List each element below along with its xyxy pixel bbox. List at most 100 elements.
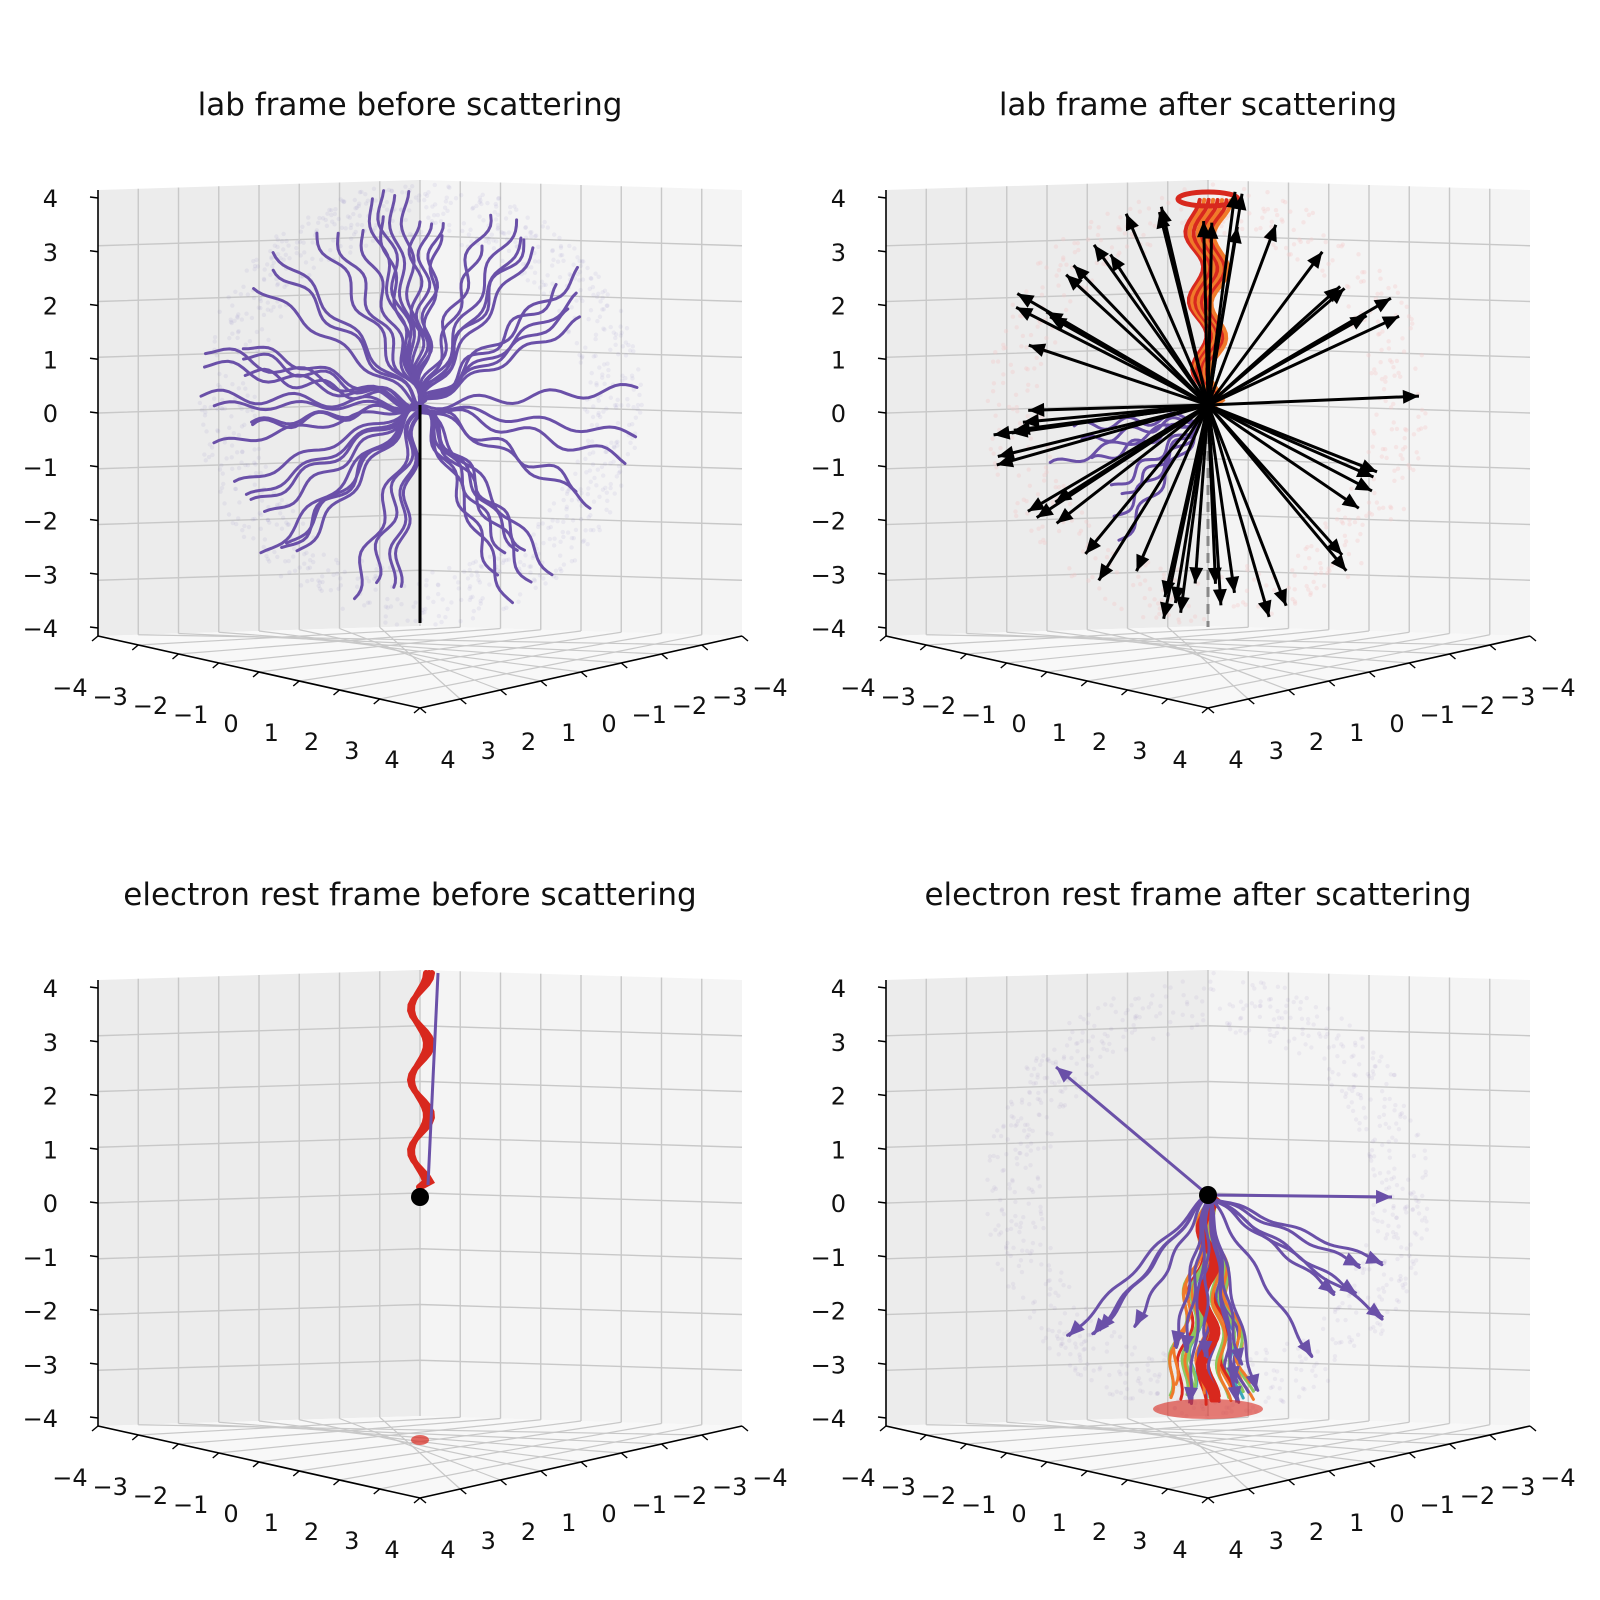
cloud-point: [478, 563, 484, 569]
cloud-point: [445, 606, 450, 612]
z-tick: [89, 411, 99, 414]
cloud-point: [1369, 1076, 1375, 1081]
z-tick-label: −2: [23, 508, 58, 536]
cloud-point: [1362, 270, 1367, 275]
cloud-point: [461, 221, 467, 226]
cloud-point: [499, 230, 504, 235]
cloud-point: [1251, 577, 1257, 582]
cloud-point: [1148, 1391, 1153, 1396]
cloud-point: [359, 189, 364, 195]
z-tick: [877, 465, 887, 468]
photon-trajectory: [203, 359, 422, 412]
cloud-point: [1163, 1353, 1168, 1358]
cloud-point: [572, 558, 578, 563]
cloud-point: [1030, 1128, 1035, 1134]
cloud-point: [1400, 336, 1405, 341]
cloud-point: [240, 449, 245, 454]
cloud-point: [1109, 1003, 1114, 1008]
cloud-point: [1339, 519, 1344, 524]
cloud-point: [564, 491, 570, 496]
cloud-point: [217, 467, 223, 472]
cloud-point: [1318, 566, 1324, 571]
cloud-point: [532, 578, 537, 583]
cloud-point: [561, 497, 566, 503]
cloud-point: [1217, 1006, 1223, 1011]
cloud-point: [1192, 614, 1198, 619]
cloud-point: [602, 327, 607, 332]
cloud-point: [623, 340, 629, 345]
cloud-point: [1353, 1117, 1359, 1122]
cloud-point: [1311, 1384, 1316, 1390]
cloud-point: [1401, 349, 1407, 354]
cloud-point: [1383, 1236, 1388, 1241]
cloud-point: [559, 568, 564, 574]
cloud-point: [1029, 1187, 1034, 1193]
cloud-point: [357, 190, 363, 195]
cloud-point: [1150, 993, 1155, 998]
cloud-point: [230, 331, 235, 336]
cloud-point: [1047, 1346, 1052, 1351]
cloud-point: [1039, 1326, 1044, 1331]
cloud-point: [1019, 1116, 1024, 1121]
cloud-point: [1073, 1094, 1079, 1099]
cloud-point: [1025, 1122, 1030, 1128]
cloud-point: [1304, 583, 1309, 589]
cloud-point: [1250, 1362, 1255, 1367]
bundle-cap: [1175, 189, 1241, 209]
cloud-point: [1257, 1014, 1263, 1020]
cloud-point: [1302, 1387, 1307, 1392]
cloud-point: [227, 335, 232, 341]
cloud-point: [1272, 587, 1277, 593]
cloud-point: [1024, 1248, 1030, 1254]
z-tick: [877, 518, 887, 522]
cloud-point: [1103, 1002, 1108, 1007]
cloud-point: [1250, 982, 1255, 988]
cloud-point: [1056, 267, 1062, 273]
cloud-point: [1138, 581, 1143, 587]
cloud-point: [557, 308, 562, 314]
cloud-point: [1337, 1340, 1342, 1345]
cloud-point: [469, 239, 474, 244]
cloud-point: [255, 264, 261, 269]
cloud-point: [1026, 382, 1031, 387]
cloud-point: [462, 569, 467, 574]
cloud-point: [219, 405, 224, 411]
cloud-point: [1391, 1175, 1397, 1180]
cloud-point: [1297, 237, 1302, 242]
cloud-point: [574, 341, 580, 346]
cloud-point: [1136, 199, 1142, 205]
cloud-point: [587, 451, 592, 457]
cloud-point: [1329, 1082, 1334, 1088]
cloud-point: [1043, 465, 1049, 470]
cloud-point: [1283, 1046, 1289, 1051]
cloud-point: [1024, 289, 1029, 294]
cloud-point: [630, 421, 635, 427]
cloud-point: [503, 216, 509, 221]
cloud-point: [449, 600, 454, 605]
cloud-point: [261, 277, 267, 283]
cloud-point: [370, 238, 376, 243]
cloud-point: [1411, 467, 1416, 473]
cloud-point: [585, 409, 590, 414]
cloud-point: [1086, 1332, 1091, 1338]
x-tick: [131, 1434, 139, 1441]
cloud-point: [487, 582, 492, 587]
photon-trajectory: [271, 251, 422, 407]
cloud-point: [366, 579, 372, 584]
cloud-point: [237, 500, 242, 505]
cloud-point: [1346, 1293, 1352, 1299]
cloud-point: [239, 460, 244, 465]
cloud-point: [1288, 209, 1293, 214]
cloud-point: [1393, 1306, 1399, 1312]
momentum-arrow: [1206, 404, 1288, 607]
cloud-point: [1041, 1225, 1046, 1231]
cloud-point: [467, 562, 472, 567]
cloud-point: [1382, 1258, 1388, 1264]
cloud-point: [298, 583, 304, 588]
cloud-point: [1152, 1373, 1157, 1378]
cloud-point: [1410, 321, 1415, 326]
x-tick-label: −3: [881, 683, 916, 711]
cloud-point: [235, 335, 240, 341]
cloud-point: [199, 407, 205, 413]
